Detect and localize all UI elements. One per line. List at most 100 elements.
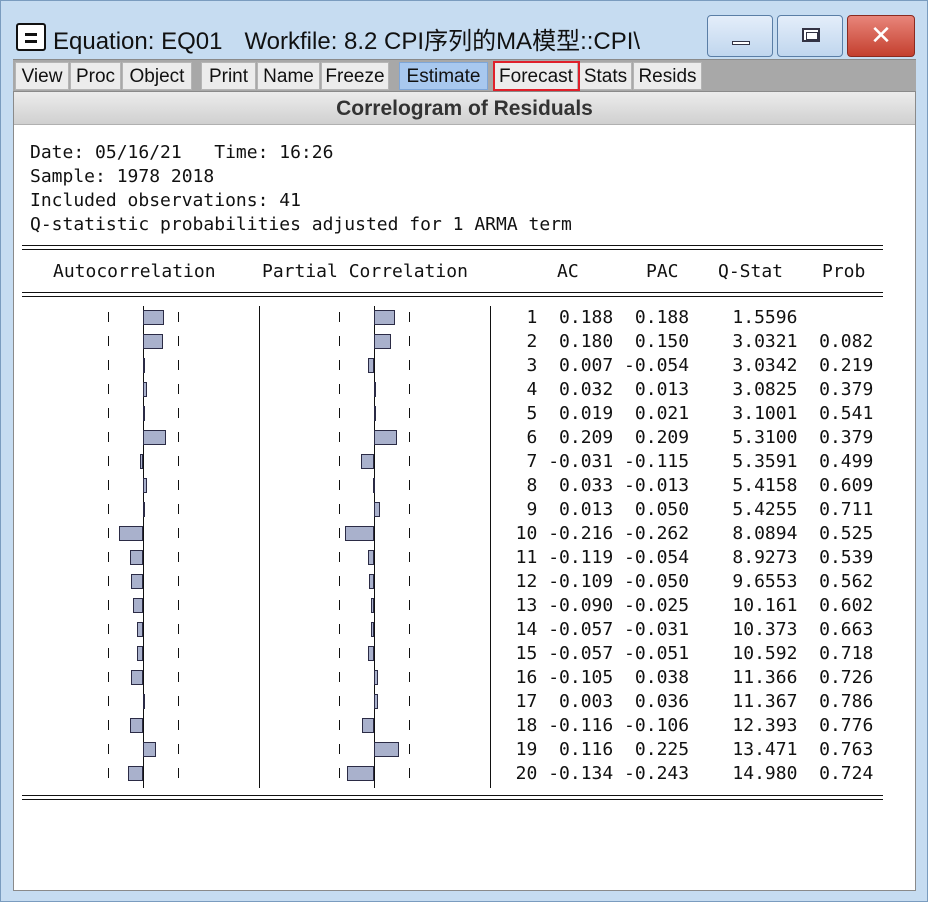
confidence-band-mark — [409, 312, 410, 322]
pac-bar — [374, 670, 379, 685]
confidence-band-mark — [409, 696, 410, 706]
close-button[interactable]: ✕ — [847, 15, 915, 57]
confidence-band-mark — [108, 672, 109, 682]
forecast-highlight-box — [493, 61, 580, 91]
prob-cell: 0.562 — [797, 571, 874, 592]
pac-bar — [362, 718, 374, 733]
table-top-rule — [22, 245, 883, 250]
confidence-band-mark — [178, 552, 179, 562]
pac-cell: -0.051 — [613, 643, 690, 664]
prob-cell: 0.763 — [797, 739, 874, 760]
confidence-band-mark — [108, 720, 109, 730]
estimate-button[interactable]: Estimate — [399, 62, 488, 90]
lag-cell: 10 — [494, 523, 538, 544]
ac-cell: 0.188 — [537, 307, 614, 328]
lag-cell: 17 — [494, 691, 538, 712]
pac-cell: -0.050 — [613, 571, 690, 592]
ac-bar — [143, 406, 146, 421]
prob-cell: 0.499 — [797, 451, 874, 472]
print-button[interactable]: Print — [201, 62, 256, 90]
qstat-cell: 5.3100 — [689, 427, 798, 448]
correlogram-row: 14 -0.057 -0.031 10.373 0.663 — [494, 619, 874, 640]
lag-cell: 3 — [494, 355, 538, 376]
prob-cell: 0.726 — [797, 667, 874, 688]
resids-button[interactable]: Resids — [633, 62, 702, 90]
object-button[interactable]: Object — [122, 62, 192, 90]
prob-cell: 0.219 — [797, 355, 874, 376]
lag-cell: 6 — [494, 427, 538, 448]
ac-bar — [133, 598, 143, 613]
correlogram-row: 4 0.032 0.013 3.0825 0.379 — [494, 379, 874, 400]
pac-cell: -0.013 — [613, 475, 690, 496]
confidence-band-mark — [409, 624, 410, 634]
confidence-band-mark — [339, 528, 340, 538]
qstat-cell: 10.161 — [689, 595, 798, 616]
freeze-button[interactable]: Freeze — [321, 62, 389, 90]
maximize-button[interactable] — [777, 15, 843, 57]
name-button[interactable]: Name — [257, 62, 320, 90]
lag-cell: 1 — [494, 307, 538, 328]
ac-cell: -0.090 — [537, 595, 614, 616]
ac-cell: 0.032 — [537, 379, 614, 400]
table-divider — [490, 306, 491, 788]
prob-cell: 0.711 — [797, 499, 874, 520]
confidence-band-mark — [409, 744, 410, 754]
pac-cell: -0.262 — [613, 523, 690, 544]
pac-cell: -0.243 — [613, 763, 690, 784]
confidence-band-mark — [339, 600, 340, 610]
prob-cell: 0.379 — [797, 379, 874, 400]
prob-cell: 0.663 — [797, 619, 874, 640]
header-bottom-rule — [22, 292, 883, 297]
qstat-cell: 9.6553 — [689, 571, 798, 592]
proc-button[interactable]: Proc — [70, 62, 121, 90]
prob-cell: 0.082 — [797, 331, 874, 352]
qstat-cell: 13.471 — [689, 739, 798, 760]
confidence-band-mark — [409, 576, 410, 586]
ac-bar — [143, 478, 147, 493]
ac-cell: 0.209 — [537, 427, 614, 448]
confidence-band-mark — [339, 384, 340, 394]
confidence-band-mark — [108, 336, 109, 346]
correlogram-row: 15 -0.057 -0.051 10.592 0.718 — [494, 643, 874, 664]
ac-cell: -0.134 — [537, 763, 614, 784]
maximize-icon — [802, 28, 820, 42]
confidence-band-mark — [108, 624, 109, 634]
confidence-band-mark — [409, 480, 410, 490]
pac-bar — [345, 526, 374, 541]
title-bar[interactable]: Equation: EQ01 Workfile: 8.2 CPI序列的MA模型::… — [1, 1, 927, 59]
confidence-band-mark — [339, 408, 340, 418]
correlogram-row: 11 -0.119 -0.054 8.9273 0.539 — [494, 547, 874, 568]
ac-bar — [136, 646, 143, 661]
confidence-band-mark — [108, 504, 109, 514]
confidence-band-mark — [108, 696, 109, 706]
confidence-band-mark — [108, 576, 109, 586]
qstat-cell: 3.1001 — [689, 403, 798, 424]
lag-cell: 19 — [494, 739, 538, 760]
confidence-band-mark — [409, 384, 410, 394]
correlogram-row: 7 -0.031 -0.115 5.3591 0.499 — [494, 451, 874, 472]
correlogram-row: 1 0.188 0.188 1.5596 — [494, 307, 873, 328]
stats-button[interactable]: Stats — [579, 62, 632, 90]
pac-bar — [368, 358, 374, 373]
qstat-cell: 3.0342 — [689, 355, 798, 376]
confidence-band-mark — [108, 408, 109, 418]
ac-bar — [139, 454, 143, 469]
pac-cell: -0.025 — [613, 595, 690, 616]
confidence-band-mark — [339, 768, 340, 778]
confidence-band-mark — [178, 360, 179, 370]
title-workfile: Workfile: 8.2 CPI序列的MA模型::CPI\ — [244, 28, 641, 55]
view-button[interactable]: View — [15, 62, 69, 90]
minimize-button[interactable] — [707, 15, 773, 57]
lag-cell: 4 — [494, 379, 538, 400]
ac-cell: 0.013 — [537, 499, 614, 520]
ac-cell: 0.033 — [537, 475, 614, 496]
confidence-band-mark — [409, 360, 410, 370]
forecast-button[interactable]: Forecast — [494, 62, 578, 90]
ac-bar — [128, 766, 143, 781]
correlogram-row: 10 -0.216 -0.262 8.0894 0.525 — [494, 523, 874, 544]
ac-bar — [143, 430, 166, 445]
system-menu-icon[interactable] — [16, 23, 46, 51]
pac-cell: -0.115 — [613, 451, 690, 472]
confidence-band-mark — [178, 432, 179, 442]
pac-bar — [361, 454, 374, 469]
